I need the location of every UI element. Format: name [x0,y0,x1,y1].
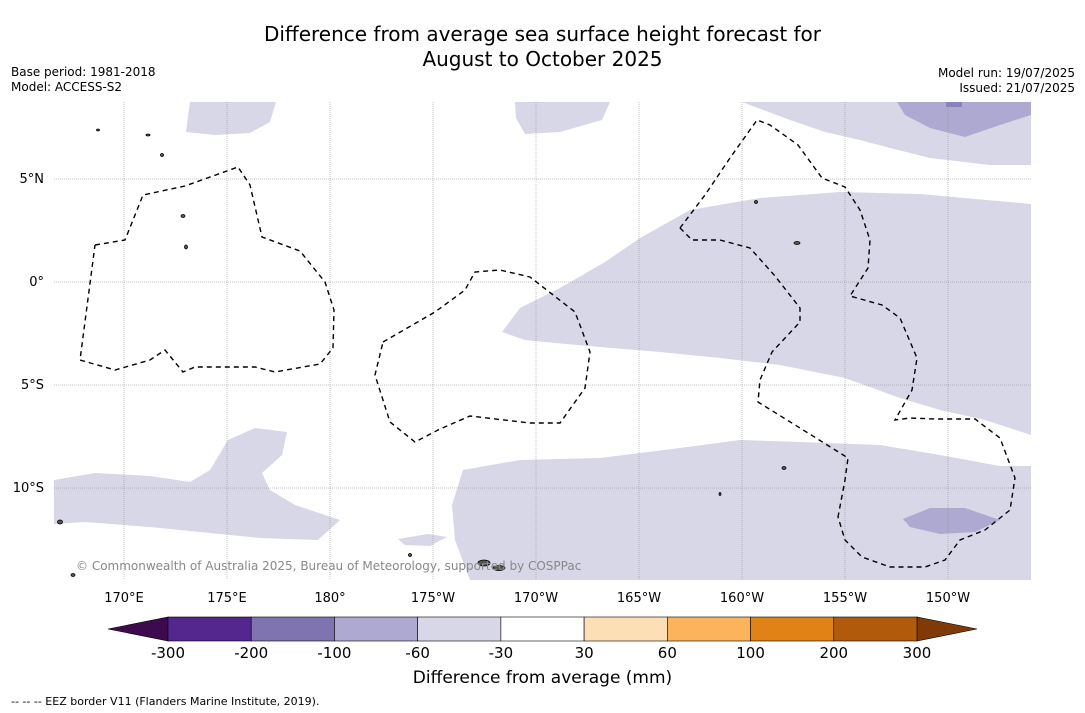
colorbar-tick-label: 30 [575,644,594,662]
latitude-tick-labels: 5°N 0° 5°S 10°S [13,172,44,496]
island-marker [145,133,151,137]
longitude-tick-label: 160°W [720,591,764,606]
colorbar-bin [334,616,418,642]
island-marker [793,241,801,245]
issued-text: Issued: 21/07/2025 [959,81,1075,95]
footnote: -- -- -- EEZ border V11 (Flanders Marine… [11,695,320,708]
island-marker [492,565,506,571]
anomaly-fill-layer [54,102,1031,580]
eez-borders [79,119,1016,568]
island-marker [754,200,758,204]
model-run-text: Model run: 19/07/2025 [937,66,1075,80]
longitude-tick-label: 170°E [104,591,144,606]
base-period-text: Base period: 1981-2018 [11,65,156,79]
colorbar-bin [750,616,835,642]
island-marker [160,153,164,157]
model-text: Model: ACCESS-S2 [11,80,123,94]
colorbar-bin [833,616,918,642]
latitude-tick-label: 5°S [21,378,44,393]
eez-border-tuvalu-kiribati-west [79,166,335,373]
colorbar-bin [583,616,668,642]
colorbar-bin [167,616,252,642]
colorbar-bin [250,616,335,642]
meta-right: Model run: 19/07/2025 Issued: 21/07/2025 [938,66,1075,96]
colorbar-tick-label: -60 [405,644,430,662]
anomaly-region-southwest [54,428,340,540]
longitude-tick-label: 170°W [514,591,558,606]
latitude-tick-label: 0° [29,275,44,290]
islands-layer [57,128,801,577]
island-marker [180,214,186,218]
eez-border-line-islands-east [679,119,1016,568]
anomaly-region-equatorial-east [502,102,1031,435]
longitude-tick-label: 165°W [617,591,661,606]
eez-border-tokelau [374,269,591,443]
anomaly-region-strong-north-core [946,102,962,107]
colorbar-tick-label: 300 [903,644,932,662]
colorbar-tick-label: -200 [234,644,268,662]
colorbar-under-arrow [107,616,169,642]
island-marker [408,553,412,557]
title-line-1: Difference from average sea surface heig… [263,22,822,46]
colorbar-bin [667,616,751,642]
colorbar-label: Difference from average (mm) [412,668,673,688]
colorbar-tick-label: -300 [151,644,185,662]
longitude-tick-label: 150°W [926,591,970,606]
colorbar-bins [107,616,978,642]
copyright-text: © Commonwealth of Australia 2025, Bureau… [76,559,581,573]
colorbar-over-arrow [916,616,978,642]
island-marker [718,492,722,496]
colorbar-bin [417,616,502,642]
colorbar-bin [500,616,585,642]
island-marker [57,519,63,525]
latitude-tick-label: 10°S [13,481,44,496]
colorbar-tick-labels: -300 -200 -100 -60 -30 30 60 100 200 300 [151,644,931,662]
anomaly-region-south-east [452,440,1031,580]
anomaly-region-strong-north [897,102,1031,137]
colorbar-tick-label: 60 [658,644,677,662]
longitude-tick-label: 180° [314,591,345,606]
meta-left: Base period: 1981-2018 Model: ACCESS-S2 [11,65,156,95]
anomaly-region-north-central [515,102,610,134]
island-marker [477,559,491,567]
anomaly-region-strong-south [903,508,1000,534]
anomaly-region-south-central [398,534,447,546]
island-marker [781,466,787,470]
longitude-tick-label: 155°W [823,591,867,606]
anomaly-region-north-west [186,102,276,135]
title-line-2: August to October 2025 [422,47,663,71]
longitude-tick-labels: 170°E 175°E 180° 175°W 170°W 165°W 160°W 155°W 1… [104,591,970,606]
graticule [54,102,1031,580]
colorbar-tick-label: 100 [736,644,765,662]
island-marker [70,573,76,577]
island-marker [96,128,100,132]
colorbar-tick-label: -30 [489,644,514,662]
latitude-tick-label: 5°N [20,172,45,187]
chart-title: Difference from average sea surface heig… [0,22,1085,72]
colorbar-tick-label: -100 [317,644,351,662]
colorbar-tick-label: 200 [819,644,848,662]
longitude-tick-label: 175°W [411,591,455,606]
island-marker [184,244,188,250]
longitude-tick-label: 175°E [207,591,247,606]
